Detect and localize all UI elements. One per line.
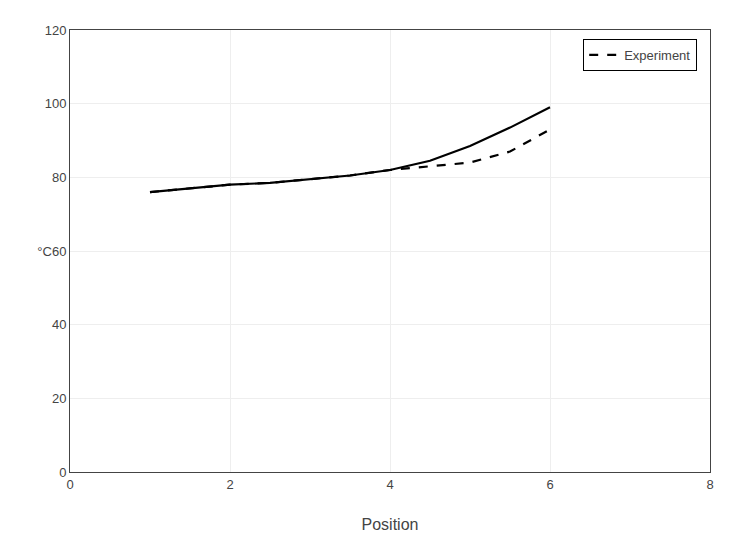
svg-text:80: 80: [52, 170, 66, 185]
svg-text:4: 4: [386, 477, 393, 492]
svg-text:20: 20: [52, 391, 66, 406]
svg-text:Experiment: Experiment: [624, 48, 690, 63]
svg-text:8: 8: [706, 477, 713, 492]
svg-text:2: 2: [226, 477, 233, 492]
svg-text:Position: Position: [362, 516, 419, 533]
svg-text:100: 100: [45, 96, 67, 111]
svg-text:40: 40: [52, 317, 66, 332]
svg-text:120: 120: [45, 23, 67, 38]
svg-text:°C60: °C60: [37, 244, 66, 259]
svg-text:0: 0: [59, 465, 66, 480]
svg-text:6: 6: [546, 477, 553, 492]
svg-text:0: 0: [66, 477, 73, 492]
